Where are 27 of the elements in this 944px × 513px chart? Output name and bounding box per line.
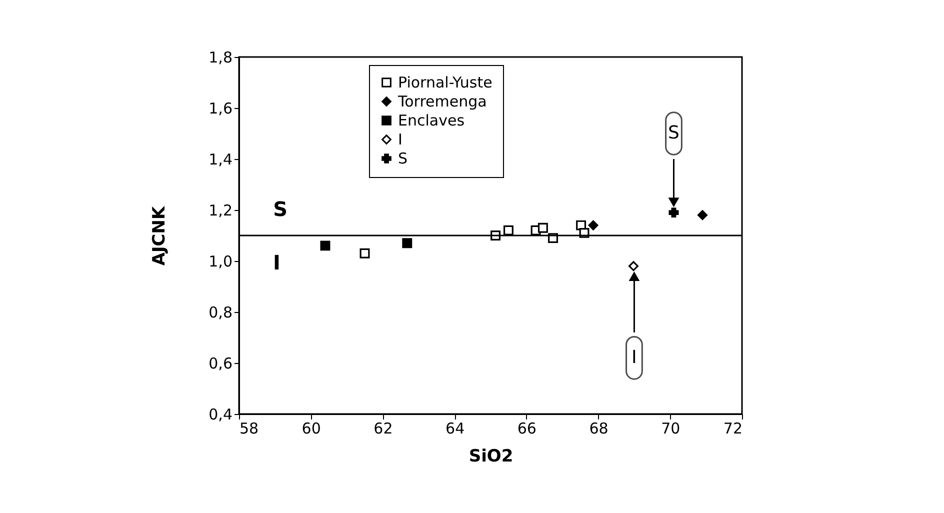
x-tick-label: 70 [661,420,680,438]
legend-label: Torremenga [397,92,487,110]
y-tick-label: 1,6 [208,100,232,118]
y-tick-label: 0,8 [208,304,232,322]
x-tick-label: 68 [589,420,608,438]
y-tick-label: 1,8 [208,48,232,66]
y-tick-label: 1,2 [208,202,232,220]
x-tick-label: 60 [302,420,321,438]
x-tick-label: 64 [446,420,465,438]
legend-label: I [398,130,402,148]
annotation: I [273,250,280,275]
y-tick-label: 0,4 [208,406,232,424]
y-axis-title: AJCNK [150,205,170,266]
legend-label: S [398,150,408,168]
y-tick-label: 0,6 [208,354,232,372]
x-tick-label: 62 [374,420,393,438]
x-tick-label: 66 [517,420,536,438]
legend-label: Enclaves [398,112,465,130]
legend-label: Piornal-Yuste [398,74,492,92]
x-tick-label: 58 [240,420,259,438]
x-tick-label: 72 [723,420,742,438]
annotation: S [668,122,680,144]
x-axis-title: SiO2 [468,446,514,466]
annotation: S [273,197,288,221]
y-tick-label: 1,4 [208,150,232,168]
y-tick-label: 1,0 [208,252,232,270]
annotation: I [632,346,637,368]
